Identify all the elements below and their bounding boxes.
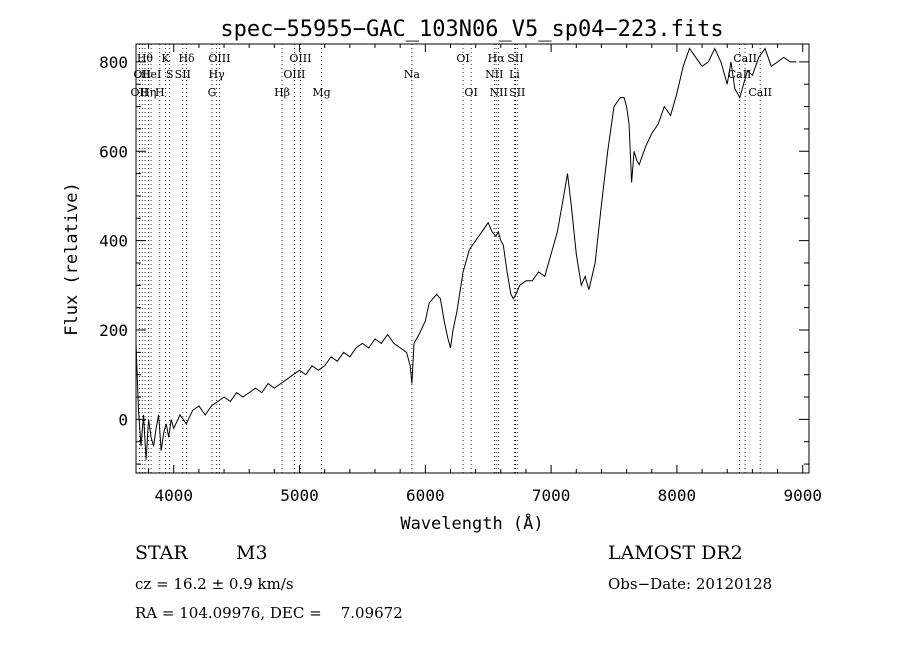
line-label: SII — [509, 86, 525, 99]
line-label: G — [208, 86, 217, 99]
line-label: CaII — [728, 68, 752, 81]
x-tick-label: 4000 — [154, 486, 193, 505]
line-label: H — [155, 86, 165, 99]
line-label: OIII — [208, 52, 230, 65]
x-tick-label: 9000 — [783, 486, 822, 505]
line-label: Na — [404, 68, 421, 81]
line-label: HeI — [141, 68, 161, 81]
x-tick-label: 7000 — [532, 486, 571, 505]
y-tick-label: 400 — [99, 232, 128, 251]
line-label: OI — [464, 86, 477, 99]
x-tick-label: 8000 — [658, 486, 697, 505]
x-axis-label: Wavelength (Å) — [400, 512, 543, 534]
y-tick-label: 200 — [99, 321, 128, 340]
spectrum-series-line — [135, 47, 797, 460]
x-tick-label: 5000 — [280, 486, 319, 505]
line-label: OIII — [283, 68, 305, 81]
line-label: Hβ — [274, 86, 290, 99]
survey-name: LAMOST DR2 — [608, 542, 743, 564]
y-tick-label: 600 — [99, 142, 128, 161]
y-tick-label: 0 — [118, 410, 128, 429]
plot-frame — [135, 43, 810, 474]
sky-coordinates: RA = 104.09976, DEC = 7.09672 — [135, 604, 403, 622]
emission-line-markers — [138, 44, 761, 473]
x-axis-ticks: 4000 5000 6000 7000 8000 9000 — [148, 44, 822, 505]
y-axis-label: Flux (relative) — [62, 182, 82, 336]
chart-title: spec−55955−GAC_103N06_V5_sp04−223.fits — [220, 17, 723, 42]
line-label: OII — [133, 68, 151, 81]
x-tick-label: 6000 — [406, 486, 445, 505]
line-label: SII — [175, 68, 191, 81]
line-label: OII — [131, 86, 149, 99]
line-label: NII — [490, 86, 508, 99]
line-label: CaII — [733, 52, 757, 65]
object-subclass: M3 — [236, 542, 268, 564]
line-label: Li — [509, 68, 520, 81]
line-label: Hη — [140, 86, 156, 99]
object-class: STAR — [135, 542, 188, 564]
y-tick-label: 800 — [99, 53, 128, 72]
line-label: Hθ — [137, 52, 154, 65]
line-label: SII — [507, 52, 523, 65]
redshift-velocity: cz = 16.2 ± 0.9 km/s — [135, 575, 294, 593]
line-label: Hδ — [178, 52, 195, 65]
line-label: CaII — [748, 86, 772, 99]
line-label: NII — [485, 68, 503, 81]
y-axis-ticks: 0 200 400 600 800 — [99, 53, 809, 465]
observation-date: Obs−Date: 20120128 — [608, 575, 773, 593]
line-label: S — [166, 68, 174, 81]
line-label: Mg — [312, 86, 330, 99]
line-label: Hγ — [209, 68, 226, 81]
line-label: OI — [456, 52, 469, 65]
line-label: K — [161, 52, 170, 65]
line-label: OIII — [289, 52, 311, 65]
line-label: Hα — [488, 52, 506, 65]
